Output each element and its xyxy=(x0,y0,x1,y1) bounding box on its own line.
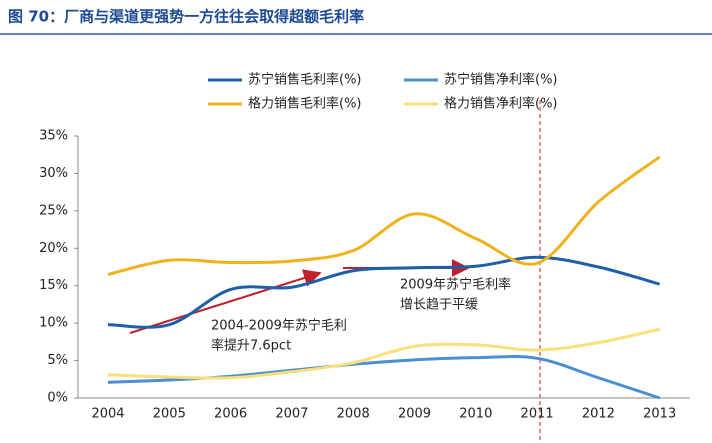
y-tick-label: 25% xyxy=(39,203,68,218)
legend-label: 苏宁销售毛利率(%) xyxy=(248,72,362,88)
annotation: 增长趋于平缓 xyxy=(400,298,478,313)
series-line xyxy=(107,255,661,329)
x-tick-label: 2005 xyxy=(153,407,186,422)
legend-label: 格力销售净利率(%) xyxy=(444,96,558,112)
x-tick-label: 2004 xyxy=(91,407,124,422)
annotation: 2009年苏宁毛利率 xyxy=(400,277,511,293)
y-tick-label: 5% xyxy=(47,353,68,368)
annotation: 2004-2009年苏宁毛利 xyxy=(211,318,347,334)
y-tick-label: 20% xyxy=(39,241,68,256)
legend-label: 苏宁销售净利率(%) xyxy=(444,72,558,88)
y-tick-label: 0% xyxy=(47,391,68,406)
x-tick-label: 2006 xyxy=(214,407,247,422)
x-tick-label: 2011 xyxy=(521,407,554,422)
y-tick-label: 10% xyxy=(39,316,68,331)
legend-label: 格力销售毛利率(%) xyxy=(248,96,362,112)
y-tick-label: 30% xyxy=(39,166,68,181)
series-line xyxy=(107,327,661,380)
series-line xyxy=(107,155,661,276)
x-tick-label: 2008 xyxy=(337,407,370,422)
x-tick-label: 2012 xyxy=(582,407,615,422)
chart-title: 图 70：厂商与渠道更强势一方往往会取得超额毛利率 xyxy=(8,8,364,26)
annotation: 率提升7.6pct xyxy=(211,338,291,354)
y-tick-label: 15% xyxy=(39,278,68,293)
x-tick-label: 2007 xyxy=(275,407,308,422)
x-tick-label: 2010 xyxy=(459,407,492,422)
x-tick-label: 2013 xyxy=(643,407,676,422)
y-tick-label: 35% xyxy=(39,129,68,144)
x-tick-label: 2009 xyxy=(398,407,431,422)
annotation-arrow xyxy=(129,269,322,334)
